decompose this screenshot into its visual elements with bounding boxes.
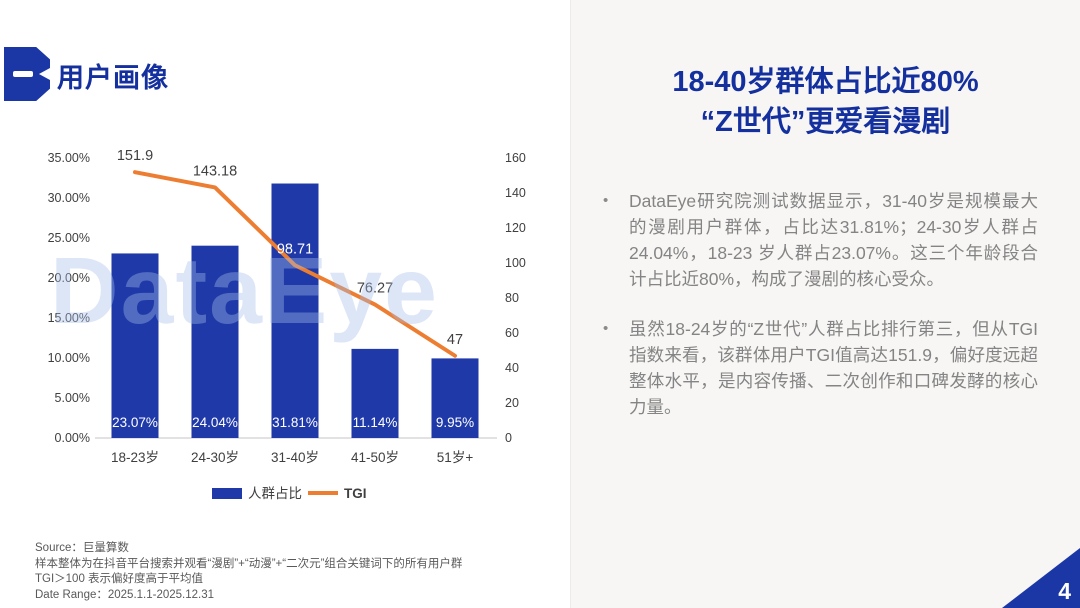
svg-text:51岁+: 51岁+ bbox=[437, 450, 474, 465]
svg-text:140: 140 bbox=[505, 186, 526, 200]
svg-text:151.9: 151.9 bbox=[117, 148, 153, 164]
svg-text:18-23岁: 18-23岁 bbox=[111, 450, 159, 465]
svg-text:9.95%: 9.95% bbox=[436, 415, 474, 430]
svg-text:100: 100 bbox=[505, 256, 526, 270]
svg-text:76.27: 76.27 bbox=[357, 281, 393, 297]
svg-text:31-40岁: 31-40岁 bbox=[271, 450, 319, 465]
section-badge-icon bbox=[4, 47, 50, 101]
svg-text:0: 0 bbox=[505, 431, 512, 445]
page-corner-triangle bbox=[1002, 548, 1080, 608]
svg-text:10.00%: 10.00% bbox=[48, 351, 90, 365]
combo-chart: 0.00% 5.00% 10.00% 15.00% 20.00% 25.00% 30.00%… bbox=[48, 148, 526, 501]
svg-text:47: 47 bbox=[447, 332, 463, 348]
svg-text:0.00%: 0.00% bbox=[55, 431, 90, 445]
chart-area: 0.00% 5.00% 10.00% 15.00% 20.00% 25.00% 30.00%… bbox=[0, 140, 540, 520]
left-panel: 用户画像 0.00% 5.00% 10.00% 15.00% 20.00% 25.00% 3… bbox=[0, 47, 540, 603]
list-item: • DataEye研究院测试数据显示，31-40岁是规模最大的漫剧用户群体，占比… bbox=[599, 188, 1038, 292]
svg-text:25.00%: 25.00% bbox=[48, 231, 90, 245]
svg-text:20: 20 bbox=[505, 396, 519, 410]
svg-text:23.07%: 23.07% bbox=[112, 415, 158, 430]
svg-text:人群占比: 人群占比 bbox=[248, 486, 302, 501]
source-note: Source：巨量算数 样本整体为在抖音平台搜索并观看“漫剧”+“动漫”+“二次… bbox=[35, 541, 462, 603]
svg-text:5.00%: 5.00% bbox=[55, 391, 90, 405]
heading-line-2: “Z世代”更爱看漫剧 bbox=[700, 106, 951, 138]
svg-text:160: 160 bbox=[505, 151, 526, 165]
svg-text:20.00%: 20.00% bbox=[48, 271, 90, 285]
bullet-icon: • bbox=[603, 192, 609, 209]
footer-line-sample: 样本整体为在抖音平台搜索并观看“漫剧”+“动漫”+“二次元”组合关键词下的所有用… bbox=[35, 557, 463, 570]
footer-line-tgi: TGI＞100 表示偏好度高于平均值 bbox=[35, 573, 204, 585]
page-title: 用户画像 bbox=[57, 63, 169, 93]
svg-text:24.04%: 24.04% bbox=[192, 415, 238, 430]
bullet-text-2: 虽然18-24岁的“Z世代”人群占比排行第三，但从TGI指数来看，该群体用户TG… bbox=[629, 319, 1038, 417]
heading-line-1: 18-40岁群体占比近80% bbox=[672, 66, 979, 98]
svg-text:30.00%: 30.00% bbox=[48, 191, 90, 205]
svg-text:31.81%: 31.81% bbox=[272, 415, 318, 430]
svg-text:TGI: TGI bbox=[344, 486, 367, 501]
svg-text:60: 60 bbox=[505, 326, 519, 340]
list-item: • 虽然18-24岁的“Z世代”人群占比排行第三，但从TGI指数来看，该群体用户… bbox=[599, 316, 1038, 420]
svg-text:24-30岁: 24-30岁 bbox=[191, 450, 239, 465]
bullet-text-1: DataEye研究院测试数据显示，31-40岁是规模最大的漫剧用户群体，占比达3… bbox=[629, 191, 1038, 289]
svg-text:11.14%: 11.14% bbox=[353, 415, 398, 430]
svg-text:41-50岁: 41-50岁 bbox=[351, 450, 399, 465]
bullet-icon: • bbox=[603, 320, 609, 337]
svg-text:80: 80 bbox=[505, 291, 519, 305]
svg-text:98.71: 98.71 bbox=[277, 241, 313, 257]
svg-text:40: 40 bbox=[505, 361, 519, 375]
footer-line-source: Source：巨量算数 bbox=[35, 542, 129, 554]
right-panel: 18-40岁群体占比近80% “Z世代”更爱看漫剧 • DataEye研究院测试… bbox=[570, 0, 1080, 608]
bullet-list: • DataEye研究院测试数据显示，31-40岁是规模最大的漫剧用户群体，占比… bbox=[599, 188, 1038, 420]
page-number: 4 bbox=[1058, 578, 1071, 604]
badge-dash-icon bbox=[12, 71, 34, 78]
panel-heading: 18-40岁群体占比近80% “Z世代”更爱看漫剧 bbox=[571, 62, 1080, 142]
footer-line-daterange: Date Range：2025.1.1-2025.12.31 bbox=[35, 588, 215, 601]
svg-text:120: 120 bbox=[505, 221, 526, 235]
svg-text:15.00%: 15.00% bbox=[48, 311, 90, 325]
svg-text:143.18: 143.18 bbox=[193, 163, 237, 179]
svg-text:35.00%: 35.00% bbox=[48, 151, 90, 165]
